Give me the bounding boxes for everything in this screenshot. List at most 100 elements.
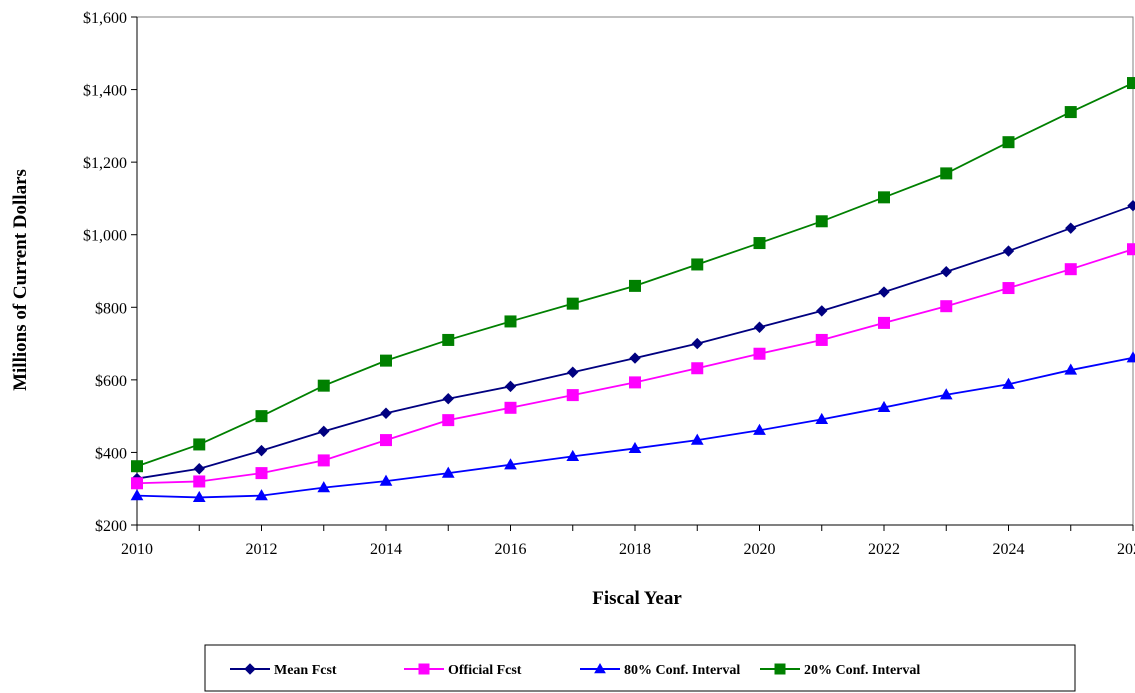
data-point bbox=[939, 388, 953, 400]
data-point bbox=[131, 460, 143, 473]
data-point bbox=[690, 433, 704, 445]
data-point bbox=[753, 347, 766, 360]
series-group bbox=[130, 77, 1135, 503]
x-tick-label: 2012 bbox=[246, 541, 278, 558]
data-point bbox=[442, 333, 455, 346]
data-point bbox=[380, 434, 392, 447]
data-point bbox=[815, 215, 828, 228]
data-point bbox=[1002, 377, 1015, 389]
data-point bbox=[940, 167, 953, 180]
data-point bbox=[1002, 245, 1015, 257]
data-point bbox=[1127, 77, 1135, 90]
data-point bbox=[244, 663, 256, 675]
series-line bbox=[136, 204, 1134, 480]
data-point bbox=[566, 389, 579, 402]
data-point bbox=[192, 490, 206, 503]
x-tick-label: 2026 bbox=[1117, 541, 1135, 558]
x-tick-label: 2020 bbox=[744, 541, 776, 558]
legend-box bbox=[204, 644, 1076, 692]
data-point bbox=[628, 441, 642, 454]
data-point bbox=[1064, 363, 1078, 375]
data-point bbox=[815, 333, 828, 346]
legend-label: 80% Conf. Interval bbox=[624, 663, 740, 678]
series bbox=[130, 351, 1135, 503]
data-point bbox=[1002, 136, 1015, 149]
y-tick-label: $400 bbox=[95, 445, 127, 462]
legend: Mean Fcst Official Fcst 80% Conf. Interval… bbox=[204, 644, 1076, 692]
data-point bbox=[691, 258, 704, 271]
data-point bbox=[131, 477, 143, 490]
data-point bbox=[1064, 106, 1077, 119]
x-axis: 2010 2012 2014 2016 2018 2020 2022 2024 2026 bbox=[121, 524, 1135, 558]
data-point bbox=[815, 412, 829, 425]
x-tick-label: 2022 bbox=[868, 541, 900, 558]
series-line bbox=[136, 82, 1134, 468]
data-point bbox=[566, 297, 579, 310]
data-point bbox=[816, 305, 828, 317]
data-point bbox=[255, 489, 268, 501]
data-point bbox=[566, 449, 580, 462]
x-tick-label: 2014 bbox=[370, 541, 402, 558]
legend-item: Mean Fcst bbox=[230, 663, 337, 678]
x-tick-label: 2016 bbox=[495, 541, 527, 558]
data-point bbox=[380, 407, 392, 419]
data-point bbox=[878, 316, 890, 329]
data-point bbox=[753, 423, 766, 435]
series bbox=[131, 77, 1135, 473]
legend-item: Official Fcst bbox=[404, 663, 522, 678]
data-point bbox=[877, 400, 891, 413]
data-point bbox=[691, 362, 704, 375]
y-tick-label: $1,600 bbox=[83, 10, 127, 27]
x-tick-label: 2024 bbox=[993, 541, 1025, 558]
data-point bbox=[774, 663, 786, 675]
data-point bbox=[753, 237, 766, 250]
legend-label: Mean Fcst bbox=[274, 663, 337, 678]
data-point bbox=[255, 467, 268, 480]
legend-item: 80% Conf. Interval bbox=[580, 662, 740, 678]
series bbox=[131, 199, 1135, 485]
y-tick-label: $200 bbox=[95, 518, 127, 535]
legend-label: 20% Conf. Interval bbox=[804, 663, 920, 678]
data-point bbox=[1127, 243, 1135, 256]
data-point bbox=[940, 266, 952, 278]
data-point bbox=[255, 444, 268, 457]
legend-item: 20% Conf. Interval bbox=[760, 663, 920, 678]
y-axis-title: Millions of Current Dollars bbox=[10, 169, 31, 391]
y-axis: $200 $400 $600 $800 $1,000 $1,200 $1,400 $1,600 bbox=[83, 10, 138, 535]
data-point bbox=[380, 354, 392, 367]
data-point bbox=[504, 380, 517, 393]
data-point bbox=[878, 286, 890, 298]
data-point bbox=[504, 315, 517, 328]
y-tick-label: $800 bbox=[95, 300, 127, 317]
data-point bbox=[594, 662, 606, 674]
data-point bbox=[442, 393, 454, 405]
x-tick-label: 2018 bbox=[619, 541, 651, 558]
data-point bbox=[317, 454, 330, 467]
data-point bbox=[379, 474, 393, 486]
data-point bbox=[255, 410, 268, 423]
data-point bbox=[193, 475, 206, 488]
data-point bbox=[504, 401, 517, 414]
data-point bbox=[629, 279, 641, 292]
data-point bbox=[317, 481, 331, 493]
data-point bbox=[441, 466, 455, 478]
data-point bbox=[878, 191, 890, 204]
data-point bbox=[691, 337, 703, 350]
data-point bbox=[1126, 351, 1135, 363]
data-point bbox=[130, 489, 144, 501]
data-point bbox=[418, 663, 430, 675]
y-tick-label: $600 bbox=[95, 373, 127, 390]
data-point bbox=[567, 366, 579, 378]
series bbox=[131, 243, 1135, 490]
data-point bbox=[1002, 282, 1015, 295]
data-point bbox=[1127, 199, 1135, 212]
legend-label: Official Fcst bbox=[448, 663, 522, 678]
data-point bbox=[753, 321, 766, 333]
data-point bbox=[1064, 263, 1077, 276]
x-axis-title: Fiscal Year bbox=[592, 588, 682, 609]
y-tick-label: $1,200 bbox=[83, 155, 127, 172]
data-point bbox=[318, 425, 330, 438]
x-tick-label: 2010 bbox=[121, 541, 153, 558]
data-point bbox=[629, 352, 641, 364]
